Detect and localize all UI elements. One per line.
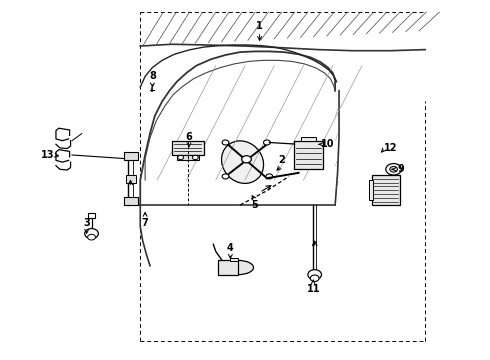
Text: 1: 1 [256, 21, 263, 31]
Text: 5: 5 [251, 200, 258, 210]
Ellipse shape [221, 141, 264, 183]
Text: 10: 10 [321, 139, 335, 149]
Circle shape [88, 234, 96, 240]
Bar [88, 213, 96, 217]
Text: 11: 11 [306, 284, 320, 294]
Circle shape [222, 174, 229, 179]
Text: 13: 13 [41, 150, 54, 160]
Text: 9: 9 [397, 164, 404, 174]
Circle shape [85, 229, 98, 239]
Circle shape [308, 270, 321, 280]
Bar [301, 137, 316, 141]
Circle shape [222, 140, 229, 145]
Circle shape [390, 166, 397, 172]
Bar [230, 257, 238, 261]
Bar [372, 175, 400, 205]
Text: 12: 12 [385, 143, 398, 153]
Bar [125, 175, 136, 183]
Circle shape [386, 163, 401, 175]
Bar [294, 141, 323, 169]
Circle shape [193, 156, 198, 159]
Circle shape [264, 140, 270, 145]
Text: 3: 3 [83, 218, 90, 228]
Circle shape [178, 156, 184, 159]
Bar [172, 141, 203, 155]
Bar [369, 180, 373, 200]
Text: 4: 4 [227, 243, 234, 253]
Circle shape [310, 275, 319, 282]
Text: 2: 2 [278, 156, 285, 165]
Bar [124, 197, 138, 205]
Circle shape [242, 156, 251, 163]
Text: 7: 7 [142, 218, 148, 228]
Text: 8: 8 [149, 71, 156, 81]
Text: 6: 6 [186, 132, 193, 142]
Circle shape [266, 174, 273, 179]
Bar [124, 153, 138, 160]
Bar [218, 260, 238, 275]
Bar [177, 155, 199, 160]
Ellipse shape [222, 260, 253, 275]
